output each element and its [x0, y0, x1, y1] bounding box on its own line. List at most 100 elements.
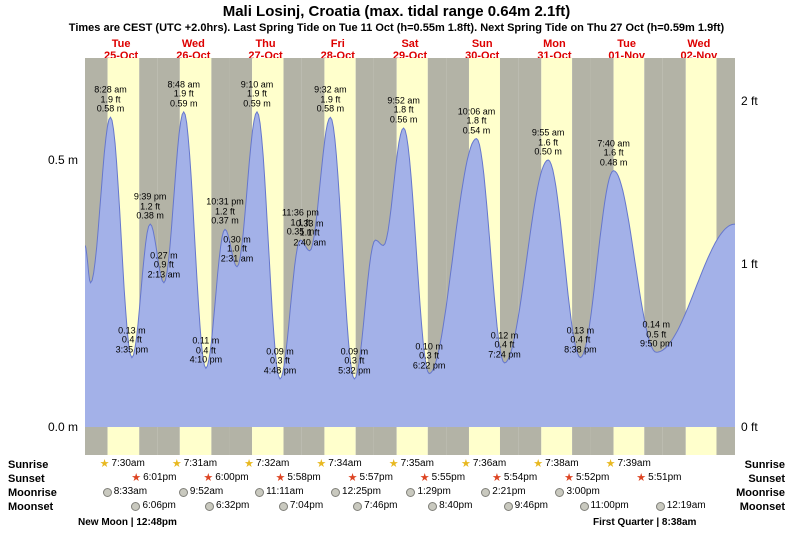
almanac-row-label-right: Moonrise	[736, 487, 785, 499]
tide-event-label: 0.09 m 0.3 ft 5:32 pm	[338, 347, 371, 376]
sunset-time: 5:51pm	[648, 472, 682, 483]
sunset-star-icon: ★	[275, 472, 286, 484]
sunrise-star-icon: ★	[316, 458, 327, 470]
sunset-time: 5:57pm	[359, 472, 393, 483]
moonset-time: 6:06pm	[142, 500, 176, 511]
tide-label-line: 7:40 am	[597, 138, 630, 149]
tide-label-line: 1.2 ft	[214, 206, 235, 217]
y-axis-label-right: 2 ft	[741, 94, 758, 109]
tide-label-line: 0.10 m	[415, 341, 443, 352]
tide-label-line: 1.9 ft	[320, 94, 341, 105]
sunrise-star-icon: ★	[605, 458, 616, 470]
tide-chart-svg	[85, 58, 735, 455]
tide-label-line: 4:10 pm	[189, 354, 223, 365]
sunrise-star-icon: ★	[388, 458, 399, 470]
sunset-entry: ★ 5:52pm	[564, 472, 609, 484]
sunset-entry: ★ 5:55pm	[420, 472, 465, 484]
moonrise-entry: 2:21pm	[481, 486, 526, 498]
moonset-time: 7:46pm	[364, 500, 398, 511]
tide-label-line: 11:36 pm	[282, 207, 319, 218]
tide-label-line: 0.4 ft	[121, 334, 142, 345]
almanac-row-label-right: Sunset	[748, 473, 785, 485]
day-name: Tue	[617, 38, 637, 50]
moonset-entry: 7:04pm	[278, 500, 323, 512]
tide-event-label: 0.10 m 0.3 ft 6:22 pm	[413, 342, 446, 371]
sunset-star-icon: ★	[203, 472, 214, 484]
y-axis-label-left: 0.5 m	[47, 153, 78, 167]
moonset-time: 6:32pm	[215, 500, 250, 511]
tide-area	[85, 111, 735, 428]
y-axis-label-left: 0.0 m	[47, 420, 78, 434]
y-axis-label-right: 0 ft	[741, 420, 758, 434]
tide-event-label: 0.13 m 0.4 ft 3:35 pm	[116, 326, 149, 355]
tide-event-label: 9:10 am 1.9 ft 0.59 m	[241, 80, 274, 109]
tide-curve-line	[85, 110, 735, 380]
tide-label-line: 0.35 m	[286, 226, 315, 237]
tide-event-label: 0.12 m 0.4 ft 7:24 pm	[488, 331, 521, 360]
tide-label-line: 1.1 ft	[290, 217, 311, 228]
tide-label-line: 0.5 ft	[646, 329, 667, 340]
moonrise-icon	[481, 487, 491, 497]
sunset-star-icon: ★	[347, 472, 358, 484]
day-name: Wed	[181, 38, 205, 50]
moonset-time: 11:00pm	[590, 500, 629, 511]
moonrise-time: 12:25pm	[342, 486, 381, 497]
sunset-star-icon: ★	[636, 472, 647, 484]
moonrise-time: 8:33am	[113, 486, 148, 497]
almanac-row-label-right: Moonset	[739, 501, 785, 513]
moonrise-time: 3:00pm	[566, 486, 600, 497]
tide-event-label: 0.30 m 1.0 ft 2:31 am	[221, 235, 254, 264]
almanac-row-label-left: Moonrise	[8, 487, 57, 499]
sunrise-time: 7:30am	[111, 458, 145, 469]
tide-label-line: 0.58 m	[96, 103, 125, 114]
tide-event-label: 9:52 am 1.8 ft 0.56 m	[387, 96, 420, 125]
tide-label-line: 0.14 m	[642, 319, 670, 330]
moonrise-time: 2:21pm	[492, 486, 526, 497]
moonrise-entry: 3:00pm	[555, 486, 600, 498]
moonset-icon	[278, 501, 288, 511]
tide-event-label: 0.33 m 1.1 ft 2:40 am	[293, 219, 326, 248]
almanac-row-label-right: Sunrise	[744, 459, 785, 471]
page-title: Mali Losinj, Croatia (max. tidal range 0…	[222, 3, 571, 20]
page-subtitle: Times are CEST (UTC +2.0hrs). Last Sprin…	[68, 22, 725, 34]
tide-label-line: 1.8 ft	[466, 115, 487, 126]
moonrise-time: 9:52am	[189, 486, 224, 497]
tide-label-line: 9:39 pm	[133, 191, 167, 202]
sunrise-time: 7:38am	[545, 458, 579, 469]
tide-label-line: 9:10 am	[240, 79, 274, 90]
tide-label-line: 0.3 ft	[269, 355, 290, 366]
tide-label-line: 0.3 ft	[419, 350, 440, 361]
sunset-star-icon: ★	[131, 472, 142, 484]
tide-label-line: 0.09 m	[266, 346, 294, 357]
sunrise-entry: ★ 7:32am	[244, 458, 289, 470]
tide-label-line: 8:38 pm	[564, 344, 597, 355]
moonset-icon	[579, 501, 589, 511]
tide-label-line: 0.30 m	[223, 234, 251, 245]
tide-label-line: 10:06 am	[457, 106, 496, 117]
moonset-icon	[655, 501, 665, 511]
moonrise-entry: 1:29pm	[406, 486, 451, 498]
sunrise-star-icon: ★	[460, 458, 471, 470]
sunset-star-icon: ★	[419, 472, 430, 484]
sunset-time: 5:58pm	[287, 472, 321, 483]
tide-label-line: 1.9 ft	[173, 88, 194, 99]
y-axis-label-right: 1 ft	[741, 257, 758, 272]
tide-label-line: 2:40 am	[293, 237, 326, 248]
moonrise-icon	[102, 487, 112, 497]
tide-event-label: 0.14 m 0.5 ft 9:50 pm	[640, 319, 673, 350]
almanac-row-label-left: Sunrise	[8, 459, 49, 471]
tide-label-line: 1.9 ft	[247, 88, 268, 99]
tide-label-line: 0.59 m	[169, 98, 198, 109]
tide-label-line: 0.56 m	[389, 114, 418, 125]
tide-event-label: 9:55 am 1.6 ft 0.50 m	[532, 128, 565, 158]
sunset-entry: ★ 6:01pm	[131, 472, 176, 484]
moonrise-icon	[178, 487, 188, 497]
tide-event-label: 9:32 am 1.9 ft 0.58 m	[314, 85, 347, 115]
sunrise-time: 7:31am	[183, 458, 218, 469]
tide-label-line: 0.37 m	[211, 215, 239, 226]
tide-label-line: 8:28 am	[94, 84, 127, 95]
day-name: Wed	[687, 38, 711, 50]
tide-event-label: 8:28 am 1.9 ft 0.58 m	[94, 84, 127, 115]
moonset-entry: 7:46pm	[353, 500, 398, 512]
